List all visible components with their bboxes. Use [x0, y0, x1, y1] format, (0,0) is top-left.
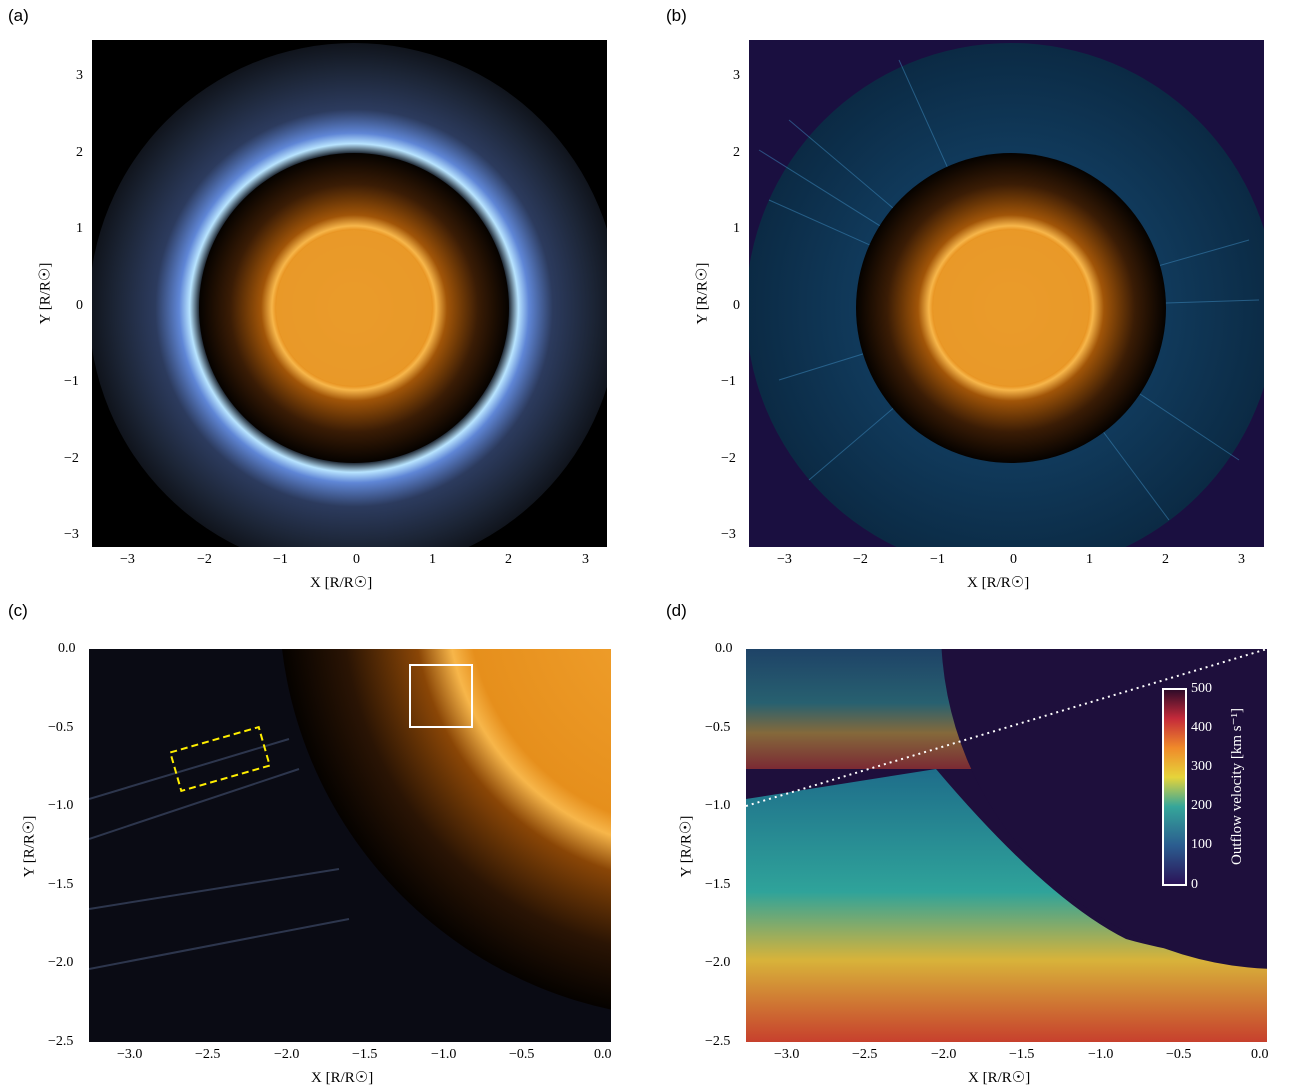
colorbar-label: Outflow velocity [km s⁻¹]	[1228, 708, 1245, 865]
ytick: −2	[721, 451, 736, 466]
panel-b-letter: (b)	[666, 6, 687, 25]
ytick: −1	[64, 374, 79, 389]
colorbar	[1162, 688, 1187, 886]
xtick: −1	[930, 552, 945, 567]
ytick: −2.5	[705, 1034, 731, 1049]
xtick: −2	[197, 552, 212, 567]
xtick: −2.0	[931, 1047, 957, 1062]
xtick: −1.0	[1088, 1047, 1114, 1062]
ytick: −1.0	[705, 798, 731, 813]
x-axis-label: X [R/R☉]	[311, 1070, 374, 1086]
xtick: −3.0	[774, 1047, 800, 1062]
ytick: −2	[64, 451, 79, 466]
xtick: 3	[1238, 552, 1245, 567]
colorbar-tick: 300	[1191, 759, 1212, 774]
xtick: 2	[505, 552, 512, 567]
x-axis-label: X [R/R☉]	[310, 575, 373, 591]
panel-d-letter: (d)	[666, 601, 687, 620]
xtick: 0	[1010, 552, 1017, 567]
xtick: 0.0	[594, 1047, 612, 1062]
xtick: −2	[853, 552, 868, 567]
ytick: 0.0	[58, 641, 76, 656]
white-box	[409, 664, 473, 728]
y-axis-label: Y [R/R☉]	[21, 815, 38, 878]
xtick: −2.5	[852, 1047, 878, 1062]
xtick: −2.0	[274, 1047, 300, 1062]
xtick: −0.5	[1166, 1047, 1192, 1062]
xtick: 0.0	[1251, 1047, 1269, 1062]
colorbar-fill	[1162, 688, 1187, 886]
ytick: −2.5	[48, 1034, 74, 1049]
ytick: −1.0	[48, 798, 74, 813]
ytick: 0	[733, 298, 740, 313]
streaks-c	[89, 738, 350, 970]
y-axis-label: Y [R/R☉]	[694, 262, 711, 325]
ytick: 0	[76, 298, 83, 313]
xtick: 2	[1162, 552, 1169, 567]
xtick: −2.5	[195, 1047, 221, 1062]
ytick: −0.5	[48, 720, 74, 735]
xtick: −3.0	[117, 1047, 143, 1062]
colorbar-tick: 100	[1191, 837, 1212, 852]
yellow-dashed-box	[169, 725, 271, 793]
xtick: −3	[777, 552, 792, 567]
ytick: 2	[76, 145, 83, 160]
xtick: −1.0	[431, 1047, 457, 1062]
ytick: 2	[733, 145, 740, 160]
colorbar-tick: 200	[1191, 798, 1212, 813]
ytick: −0.5	[705, 720, 731, 735]
ytick: −1	[721, 374, 736, 389]
solar-disk-a	[276, 230, 432, 386]
dotted-line	[746, 649, 1267, 807]
ytick: 3	[76, 68, 83, 83]
ytick: 1	[733, 221, 740, 236]
ytick: 1	[76, 221, 83, 236]
solar-disk-b	[933, 230, 1089, 386]
xtick: −3	[120, 552, 135, 567]
xtick: −0.5	[509, 1047, 535, 1062]
xtick: 3	[582, 552, 589, 567]
y-axis-label: Y [R/R☉]	[678, 815, 695, 878]
ytick: −1.5	[48, 877, 74, 892]
ytick: −3	[721, 527, 736, 542]
panel-a-letter: (a)	[8, 6, 29, 25]
x-axis-label: X [R/R☉]	[967, 575, 1030, 591]
panel-c-letter: (c)	[8, 601, 28, 620]
x-axis-label: X [R/R☉]	[968, 1070, 1031, 1086]
ytick: 3	[733, 68, 740, 83]
ytick: −2.0	[48, 955, 74, 970]
xtick: 0	[353, 552, 360, 567]
xtick: −1.5	[352, 1047, 378, 1062]
panel-c-image	[89, 649, 611, 1042]
ytick: −1.5	[705, 877, 731, 892]
xtick: 1	[429, 552, 436, 567]
xtick: −1	[273, 552, 288, 567]
colorbar-tick: 400	[1191, 720, 1212, 735]
panel-d-image: 500 400 300 200 100 0 Outflow velocity […	[746, 649, 1267, 1042]
velocity-field-upper	[746, 649, 981, 769]
ytick: −2.0	[705, 955, 731, 970]
y-axis-label: Y [R/R☉]	[37, 262, 54, 325]
colorbar-tick: 500	[1191, 681, 1212, 696]
panel-b-image	[749, 40, 1264, 547]
ytick: 0.0	[715, 641, 733, 656]
xtick: −1.5	[1009, 1047, 1035, 1062]
panel-a-image	[92, 40, 607, 547]
colorbar-tick: 0	[1191, 877, 1198, 892]
ytick: −3	[64, 527, 79, 542]
inner-disk-c	[282, 649, 611, 1010]
xtick: 1	[1086, 552, 1093, 567]
velocity-field-lower	[746, 769, 1267, 1042]
